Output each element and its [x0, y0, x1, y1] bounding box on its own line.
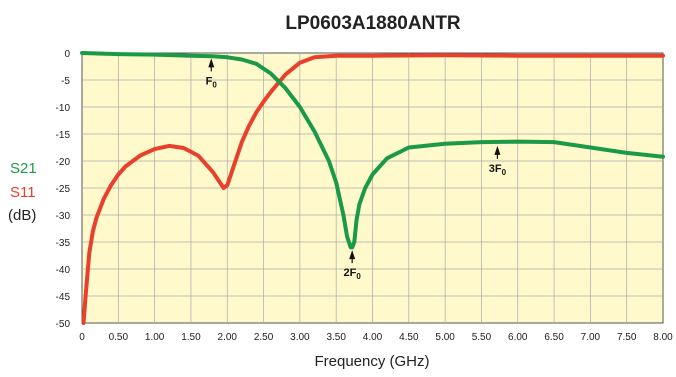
y-tick-label: -25 — [56, 184, 71, 195]
x-tick-label: 5.00 — [435, 332, 455, 343]
annotation-label: 3F0 — [489, 163, 507, 177]
legend-s21: S21 — [10, 160, 37, 177]
x-tick-label: 3.00 — [290, 332, 310, 343]
y-tick-label: 0 — [64, 49, 70, 60]
y-axis-ticks: 0 -5 -10 -15 -20 -25 -30 -35 -40 -45 -50 — [56, 49, 71, 330]
x-tick-label: 4.00 — [363, 332, 383, 343]
series-layer — [80, 51, 665, 325]
y-tick-label: -40 — [56, 265, 71, 276]
grid — [82, 53, 663, 323]
x-axis-label: Frequency (GHz) — [314, 353, 429, 370]
x-tick-label: 3.50 — [326, 332, 346, 343]
y-tick-label: -45 — [56, 292, 71, 303]
y-tick-label: -20 — [56, 157, 71, 168]
x-tick-label: 7.00 — [581, 332, 601, 343]
annotations: F0 2F0 3F0 — [206, 58, 507, 281]
annotation-label: 2F0 — [344, 267, 362, 281]
y-axis-label: (dB) — [8, 207, 36, 224]
legend-s11: S11 — [10, 184, 36, 201]
annotation-arrow — [208, 58, 215, 68]
y-tick-label: -15 — [56, 130, 71, 141]
x-tick-label: 6.00 — [508, 332, 528, 343]
series-line-s11 — [81, 53, 665, 325]
annotation-arrow — [349, 250, 356, 260]
y-tick-label: -30 — [56, 211, 71, 222]
x-tick-label: 6.50 — [544, 332, 564, 343]
annotation-arrow — [494, 145, 501, 155]
y-tick-label: -10 — [56, 103, 71, 114]
x-tick-label: 2.00 — [218, 332, 238, 343]
y-tick-label: -50 — [56, 319, 71, 330]
chart-title: LP0603A1880ANTR — [285, 13, 461, 34]
x-tick-label: 1.50 — [181, 332, 201, 343]
x-tick-label: 2.50 — [254, 332, 274, 343]
y-tick-label: -5 — [61, 76, 70, 87]
annotation-label: F0 — [206, 75, 218, 89]
x-tick-label: 4.50 — [399, 332, 419, 343]
x-axis-ticks: 0 0.50 1.00 1.50 2.00 2.50 3.00 3.50 4.00 4.50 5.0… — [79, 332, 673, 343]
x-tick-label: 5.50 — [472, 332, 492, 343]
x-tick-label: 0 — [79, 332, 85, 343]
x-tick-label: 0.50 — [109, 332, 129, 343]
x-tick-label: 8.00 — [653, 332, 673, 343]
y-tick-label: -35 — [56, 238, 71, 249]
x-tick-label: 7.50 — [617, 332, 637, 343]
series-line-s21 — [80, 51, 665, 250]
x-tick-label: 1.00 — [145, 332, 165, 343]
